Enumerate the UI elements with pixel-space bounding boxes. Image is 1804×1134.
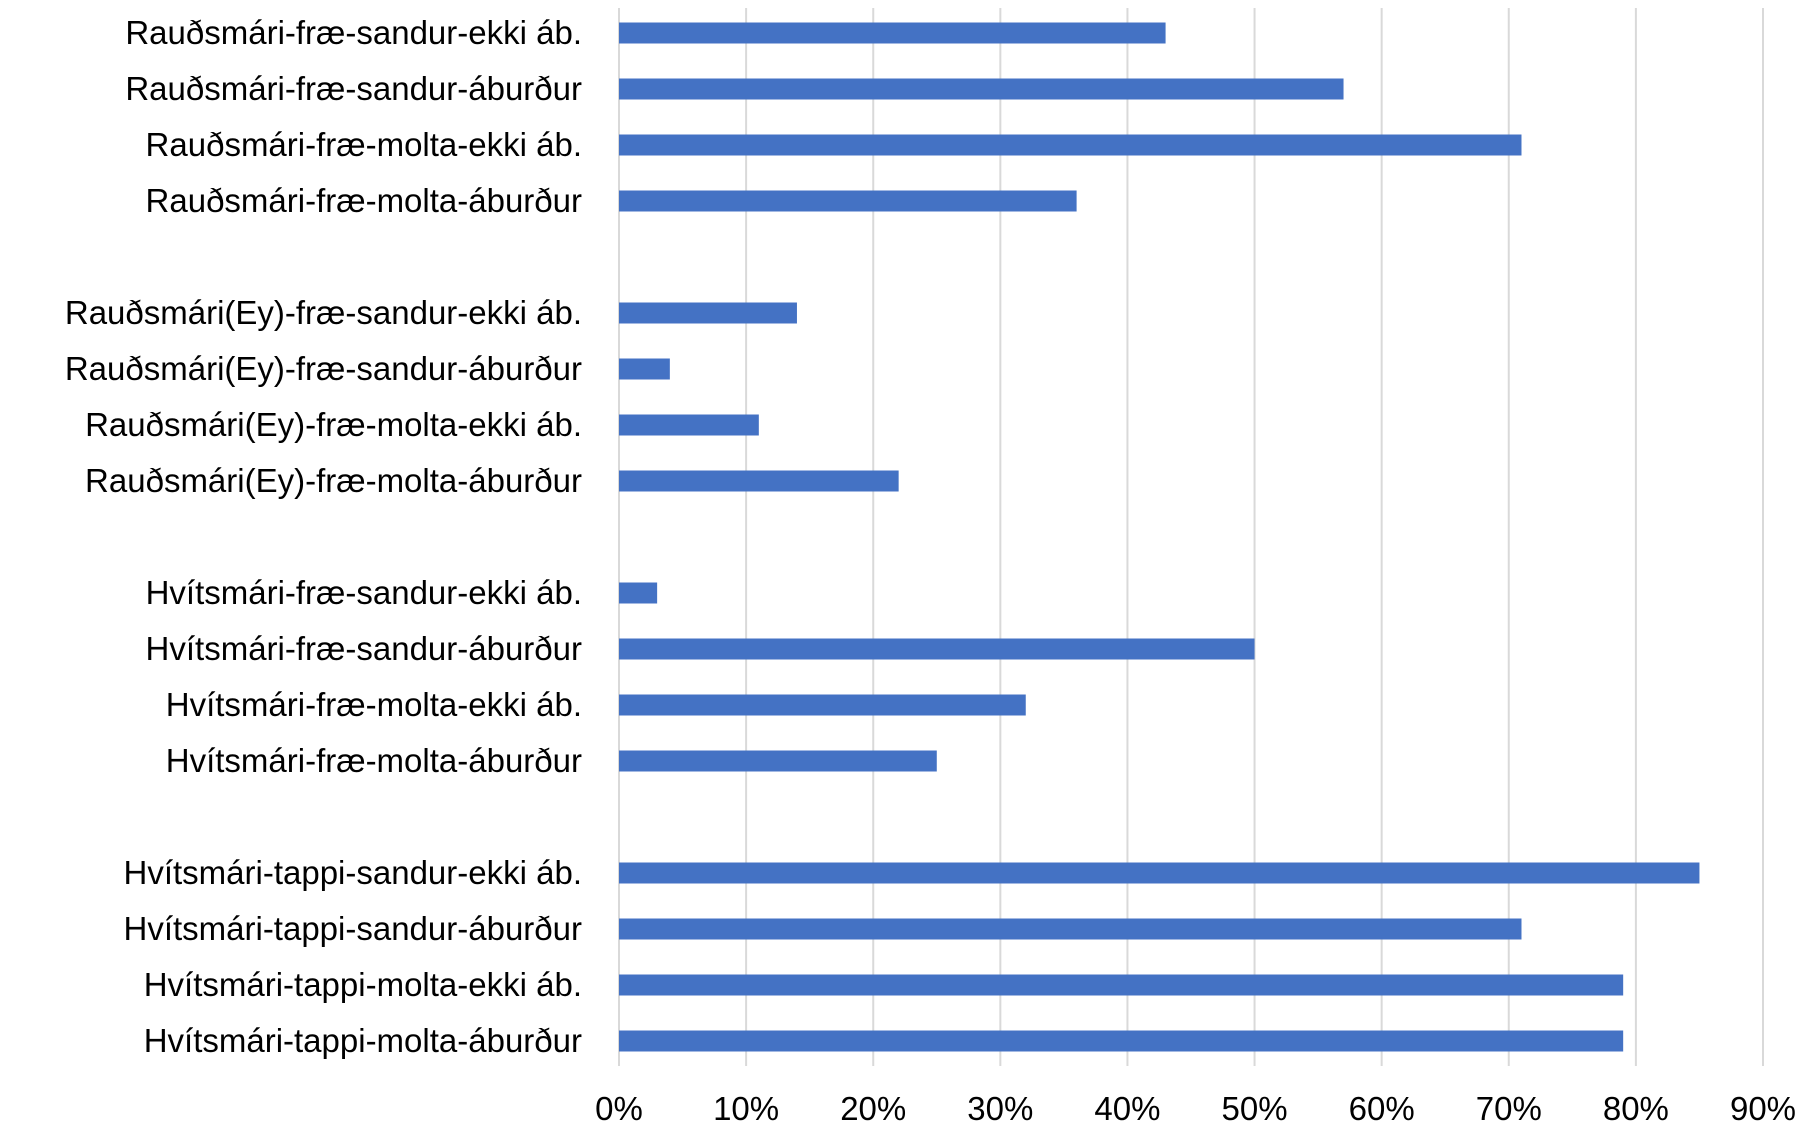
category-label: Hvítsmári-fræ-molta-ekki áb. (166, 686, 582, 723)
x-tick-label: 90% (1730, 1090, 1796, 1127)
bars (619, 22, 1700, 1052)
bar (619, 638, 1255, 660)
x-tick-label: 20% (840, 1090, 906, 1127)
bar (619, 190, 1077, 212)
x-tick-label: 40% (1094, 1090, 1160, 1127)
category-labels: Rauðsmári-fræ-sandur-ekki áb. Rauðsmári-f… (65, 14, 582, 1059)
x-tick-label: 50% (1222, 1090, 1288, 1127)
bar (619, 78, 1344, 100)
x-tick-label: 80% (1603, 1090, 1669, 1127)
category-label: Hvítsmári-fræ-sandur-áburður (146, 630, 582, 667)
category-label: Rauðsmári-fræ-sandur-ekki áb. (125, 14, 582, 51)
category-label: Hvítsmári-tappi-molta-ekki áb. (144, 966, 582, 1003)
category-label: Hvítsmári-tappi-sandur-ekki áb. (124, 854, 583, 891)
category-label: Rauðsmári(Ey)-fræ-sandur-ekki áb. (65, 294, 582, 331)
x-tick-label: 60% (1349, 1090, 1415, 1127)
x-tick-label: 30% (967, 1090, 1033, 1127)
bar (619, 470, 899, 492)
bar (619, 694, 1026, 716)
bar (619, 918, 1522, 940)
gridlines (618, 8, 1764, 1066)
x-tick-label: 0% (595, 1090, 643, 1127)
bar (619, 750, 937, 772)
category-label: Hvítsmári-fræ-sandur-ekki áb. (146, 574, 582, 611)
bar (619, 22, 1166, 44)
category-label: Hvítsmári-tappi-molta-áburður (144, 1022, 582, 1059)
category-label: Rauðsmári-fræ-molta-áburður (146, 182, 582, 219)
category-label: Hvítsmári-fræ-molta-áburður (166, 742, 582, 779)
x-axis-tick-labels: 0% 10% 20% 30% 40% 50% 60% 70% 80% 90% (595, 1090, 1796, 1127)
bar (619, 302, 797, 324)
bar (619, 1030, 1624, 1052)
category-label: Rauðsmári(Ey)-fræ-sandur-áburður (65, 350, 582, 387)
x-tick-label: 70% (1476, 1090, 1542, 1127)
category-label: Hvítsmári-tappi-sandur-áburður (123, 910, 582, 947)
bar (619, 414, 759, 436)
category-label: Rauðsmári-fræ-sandur-áburður (125, 70, 582, 107)
bar (619, 134, 1522, 156)
bar (619, 582, 658, 604)
bar (619, 974, 1624, 996)
category-label: Rauðsmári-fræ-molta-ekki áb. (146, 126, 582, 163)
x-tick-label: 10% (713, 1090, 779, 1127)
bar (619, 358, 670, 380)
category-label: Rauðsmári(Ey)-fræ-molta-ekki áb. (85, 406, 582, 443)
category-label: Rauðsmári(Ey)-fræ-molta-áburður (85, 462, 582, 499)
bar (619, 862, 1700, 884)
